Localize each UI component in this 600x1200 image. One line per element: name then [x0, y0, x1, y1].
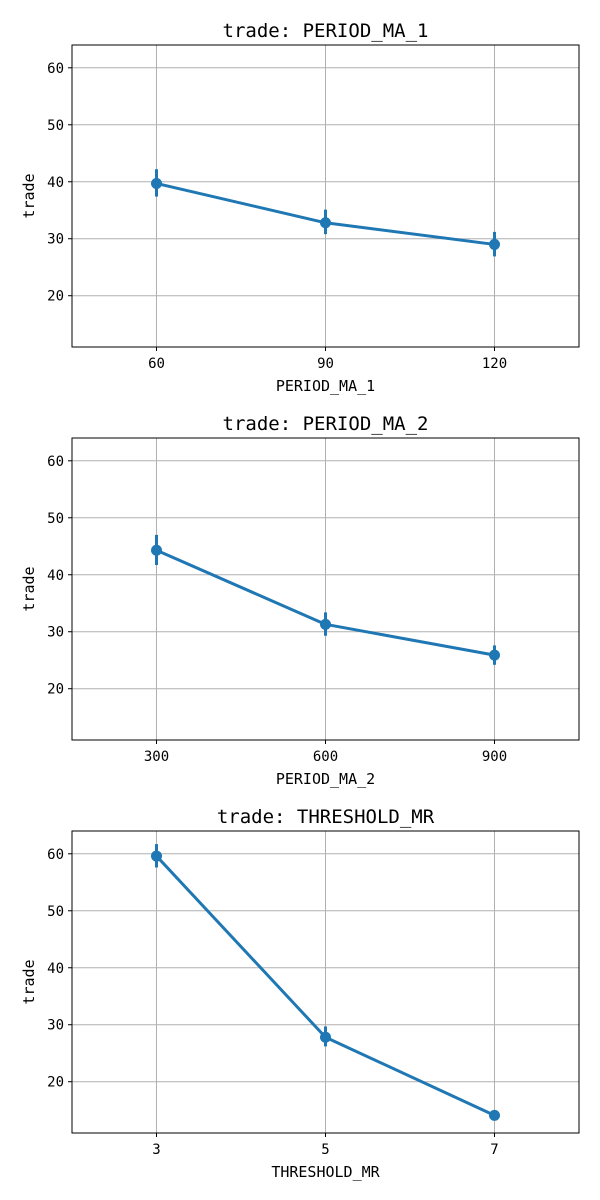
x-tick-label: 5	[321, 1142, 329, 1158]
y-tick-label: 40	[47, 175, 64, 191]
chart-title: trade: PERIOD_MA_2	[223, 413, 429, 435]
x-tick-label: 3	[152, 1142, 160, 1158]
y-tick-label: 40	[47, 568, 64, 584]
x-axis-label: PERIOD_MA_1	[276, 377, 375, 395]
data-point-5	[320, 1031, 331, 1043]
x-axis-label: THRESHOLD_MR	[271, 1163, 380, 1181]
y-tick-label: 60	[47, 847, 64, 863]
chart-panel-2: 20 30 40 50 60 300 600 900 trade: PERIOD_MA_2 PER…	[20, 413, 580, 788]
chart-title: trade: PERIOD_MA_1	[223, 20, 429, 42]
y-tick-label: 40	[47, 961, 64, 977]
x-tick-label: 300	[144, 749, 169, 765]
x-tick-label: 900	[482, 749, 507, 765]
y-tick-label: 20	[47, 289, 64, 305]
x-axis-label: PERIOD_MA_2	[276, 770, 375, 788]
x-tick-label: 600	[313, 749, 338, 765]
y-tick-label: 60	[47, 61, 64, 77]
y-axis-label: trade	[20, 566, 38, 611]
x-tick-label: 7	[490, 1142, 498, 1158]
y-tick-label: 30	[47, 232, 64, 248]
data-point-600	[320, 618, 331, 630]
y-tick-label: 30	[47, 1018, 64, 1034]
data-point-90	[320, 217, 331, 229]
y-axis-label: trade	[20, 959, 38, 1004]
y-tick-label: 60	[47, 454, 64, 470]
y-tick-label: 50	[47, 511, 64, 527]
data-point-7	[489, 1109, 500, 1121]
chart-panel-3: 20 30 40 50 60 3 5 7 trade: THRESHOLD_MR THRESHOL…	[20, 806, 580, 1181]
data-point-900	[489, 649, 500, 661]
x-tick-label: 90	[317, 356, 334, 372]
chart-title: trade: THRESHOLD_MR	[217, 806, 435, 828]
chart-panel-1: 20 30 40 50 60 60 90 120 trade: PERIOD_MA_1 PERIO…	[20, 20, 580, 395]
y-tick-label: 20	[47, 682, 64, 698]
y-tick-label: 30	[47, 625, 64, 641]
y-axis-label: trade	[20, 173, 38, 218]
data-point-300	[151, 544, 162, 556]
y-tick-label: 50	[47, 118, 64, 134]
y-tick-label: 20	[47, 1075, 64, 1091]
data-point-3	[151, 850, 162, 862]
x-tick-label: 60	[148, 356, 165, 372]
x-tick-label: 120	[482, 356, 507, 372]
data-point-60	[151, 177, 162, 189]
y-tick-label: 50	[47, 904, 64, 920]
data-point-120	[489, 238, 500, 250]
